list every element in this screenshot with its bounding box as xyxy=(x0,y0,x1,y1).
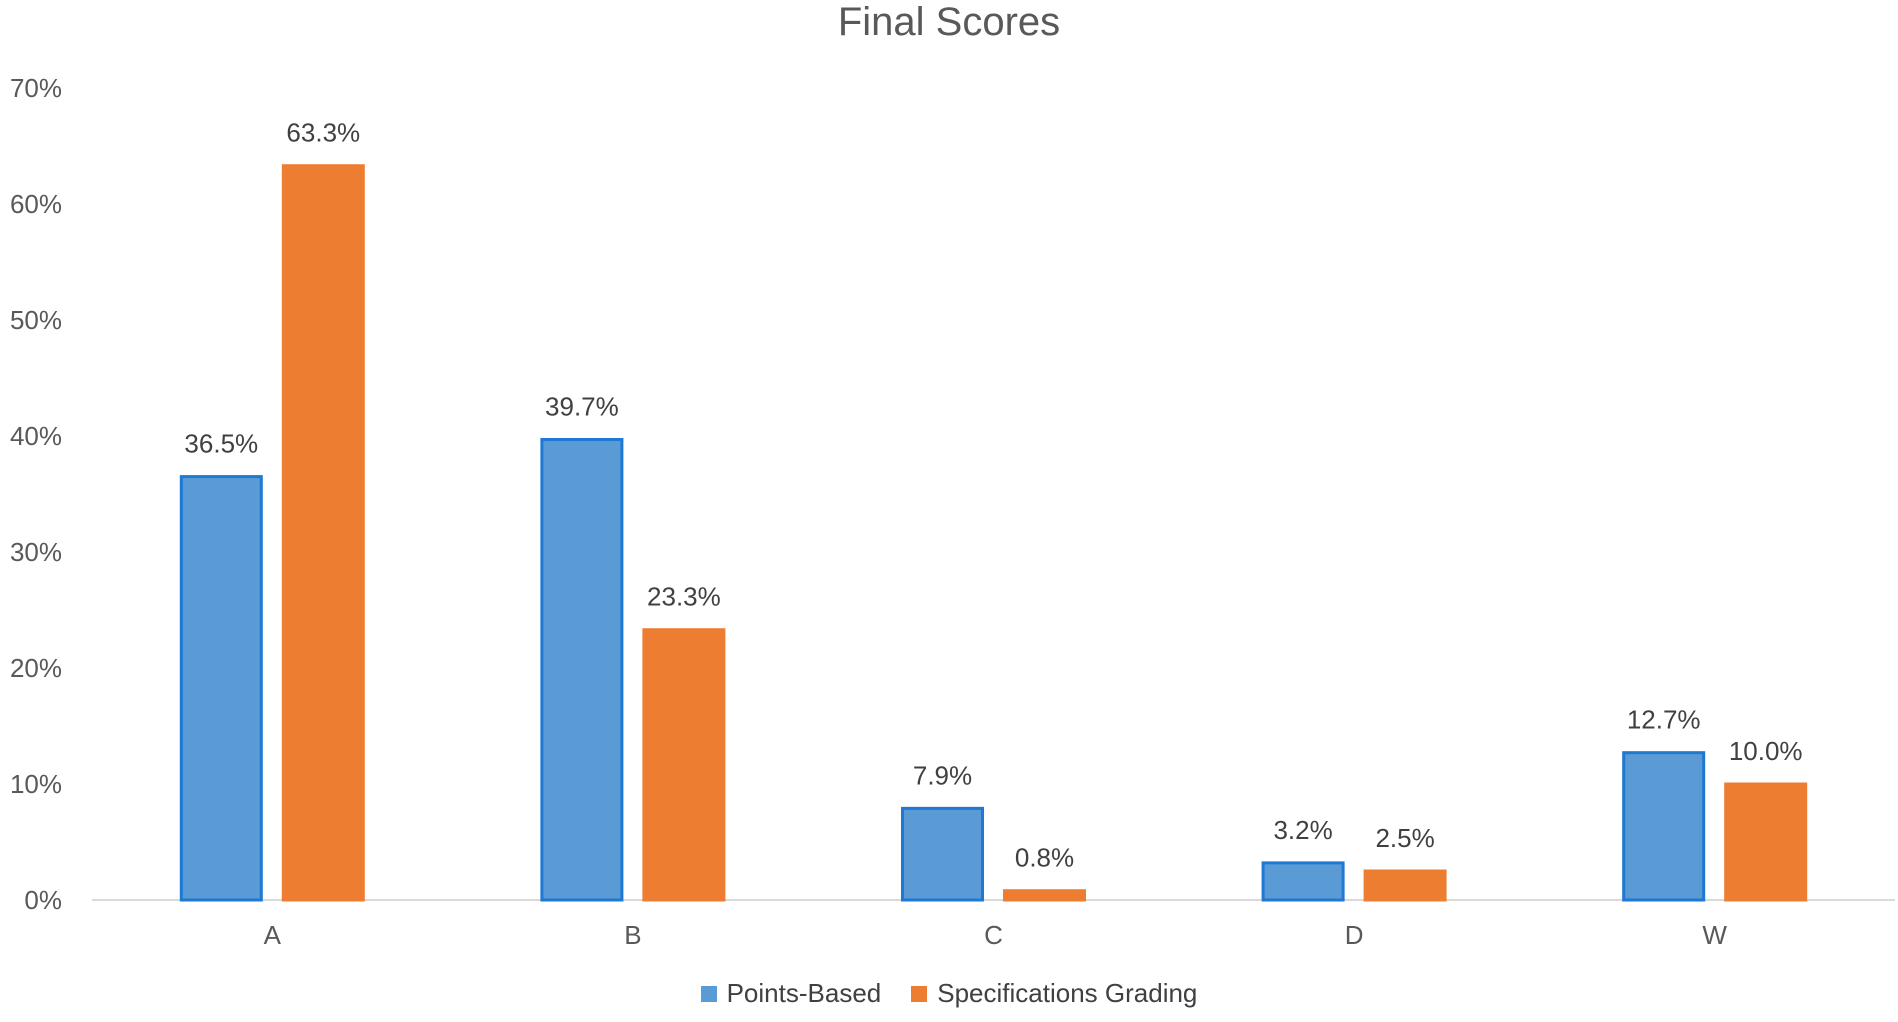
bar-c-1 xyxy=(1003,889,1086,902)
chart-title: Final Scores xyxy=(837,0,1061,44)
legend-swatch-points-based xyxy=(700,985,717,1002)
x-tick-label: C xyxy=(984,920,1003,950)
y-tick-label: 10% xyxy=(10,769,62,799)
legend-swatch-specifications-grading xyxy=(911,985,928,1002)
legend-item-points-based: Points-Based xyxy=(700,978,882,1009)
x-tick-label: A xyxy=(264,920,282,950)
x-tick-label: D xyxy=(1345,920,1364,950)
y-tick-label: 30% xyxy=(10,537,62,567)
bar-c-0 xyxy=(901,806,984,902)
y-tick-label: 40% xyxy=(10,421,62,451)
bar-a-1 xyxy=(281,164,365,902)
bar-b-1 xyxy=(642,628,726,902)
data-label: 12.7% xyxy=(1627,705,1701,735)
x-tick-label: B xyxy=(624,920,641,950)
data-label: 2.5% xyxy=(1375,823,1434,853)
bar-d-1 xyxy=(1363,869,1447,902)
legend-label-specifications-grading: Specifications Grading xyxy=(937,978,1198,1008)
y-tick-label: 70% xyxy=(10,73,62,103)
legend-item-specifications-grading: Specifications Grading xyxy=(911,978,1197,1009)
data-label: 36.5% xyxy=(184,429,258,459)
data-label: 39.7% xyxy=(545,391,619,421)
x-tick-label: W xyxy=(1702,920,1727,950)
y-tick-label: 0% xyxy=(24,885,62,915)
bar-b-0 xyxy=(540,437,624,902)
data-label: 7.9% xyxy=(913,760,972,790)
y-tick-label: 60% xyxy=(10,189,62,219)
data-label: 23.3% xyxy=(647,582,721,612)
bar-a-0 xyxy=(179,475,263,902)
y-tick-label: 20% xyxy=(10,653,62,683)
bar-d-0 xyxy=(1261,861,1345,902)
data-label: 10.0% xyxy=(1729,736,1803,766)
data-label: 63.3% xyxy=(286,118,360,148)
legend: Points-Based Specifications Grading xyxy=(0,978,1898,1009)
legend-label-points-based: Points-Based xyxy=(726,978,882,1008)
data-label: 0.8% xyxy=(1015,843,1074,873)
bar-w-0 xyxy=(1622,751,1706,902)
bar-w-1 xyxy=(1724,782,1808,902)
y-tick-label: 50% xyxy=(10,305,62,335)
data-label: 3.2% xyxy=(1273,815,1332,845)
